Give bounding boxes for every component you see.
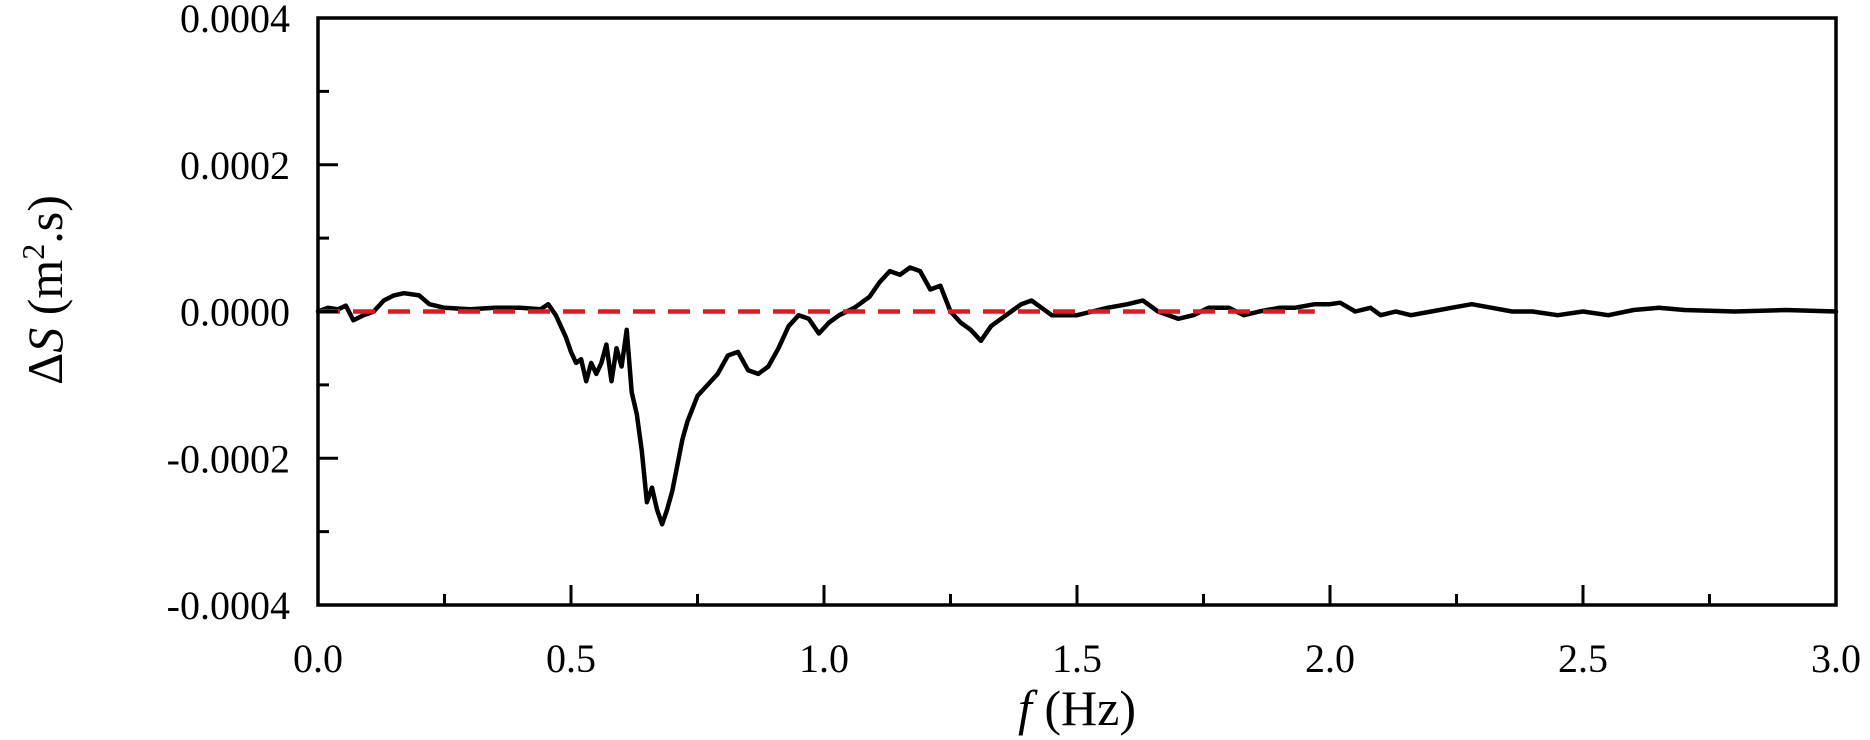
y-axis-title: ΔS (m2.s) [15,195,73,385]
x-tick-label: 0.5 [546,636,596,681]
plot-area [315,265,1839,527]
x-axis-unit: (Hz) [1032,680,1136,736]
x-tick-label: 1.0 [799,636,849,681]
y-tick-label: -0.0004 [167,583,290,628]
x-tick-label: 2.5 [1558,636,1608,681]
delta-s-series-line [315,265,1839,527]
x-tick-label: 1.5 [1052,636,1102,681]
y-tick-label: 0.0002 [180,143,290,188]
y-axis-var: S [17,328,73,353]
x-tick-label: 3.0 [1811,636,1861,681]
x-tick-label: 2.0 [1305,636,1355,681]
y-axis-delta: Δ [17,353,73,385]
x-tick-label: 0.0 [293,636,343,681]
y-axis-unit-open: (m [17,260,73,328]
tick-labels: 0.0 0.5 1.0 1.5 2.0 2.5 3.0 0.0004 0.0002 0.0000 -… [167,0,1861,681]
y-tick-label: 0.0000 [180,290,290,335]
y-tick-label: 0.0004 [180,0,290,41]
x-axis-title: f (Hz) [1018,680,1136,736]
axis-ticks [316,16,1838,607]
y-axis-unit-close: .s) [17,195,73,244]
y-axis-unit-sup: 2 [15,244,51,260]
y-tick-label: -0.0002 [167,436,290,481]
